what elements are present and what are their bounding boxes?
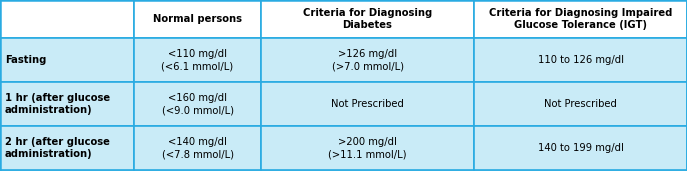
Text: Fasting: Fasting (5, 55, 47, 65)
Text: Not Prescribed: Not Prescribed (544, 99, 617, 109)
Text: Criteria for Diagnosing Impaired
Glucose Tolerance (IGT): Criteria for Diagnosing Impaired Glucose… (489, 8, 672, 30)
Bar (474, 0, 687, 38)
Bar (0, 0, 134, 38)
Bar (134, 38, 261, 82)
Text: Criteria for Diagnosing
Diabetes: Criteria for Diagnosing Diabetes (303, 8, 432, 30)
Text: Normal persons: Normal persons (153, 14, 242, 24)
Bar (261, 0, 474, 38)
Bar (0, 38, 134, 82)
Text: >126 mg/dl
(>7.0 mmol/L): >126 mg/dl (>7.0 mmol/L) (332, 49, 403, 71)
Bar (474, 126, 687, 170)
Bar (474, 38, 687, 82)
Text: <160 mg/dl
(<9.0 mmol/L): <160 mg/dl (<9.0 mmol/L) (161, 93, 234, 115)
Bar (134, 126, 261, 170)
Bar (134, 82, 261, 126)
Text: 1 hr (after glucose
administration): 1 hr (after glucose administration) (5, 93, 110, 115)
Text: <140 mg/dl
(<7.8 mmol/L): <140 mg/dl (<7.8 mmol/L) (161, 137, 234, 159)
Text: 2 hr (after glucose
administration): 2 hr (after glucose administration) (5, 137, 110, 159)
Bar (261, 82, 474, 126)
Text: Not Prescribed: Not Prescribed (331, 99, 404, 109)
Text: >200 mg/dl
(>11.1 mmol/L): >200 mg/dl (>11.1 mmol/L) (328, 137, 407, 159)
Bar (261, 126, 474, 170)
Bar (474, 82, 687, 126)
Bar (0, 126, 134, 170)
Text: <110 mg/dl
(<6.1 mmol/L): <110 mg/dl (<6.1 mmol/L) (161, 49, 234, 71)
Bar (261, 38, 474, 82)
Bar (134, 0, 261, 38)
Bar (0, 82, 134, 126)
Text: 110 to 126 mg/dl: 110 to 126 mg/dl (537, 55, 624, 65)
Text: 140 to 199 mg/dl: 140 to 199 mg/dl (537, 143, 623, 153)
